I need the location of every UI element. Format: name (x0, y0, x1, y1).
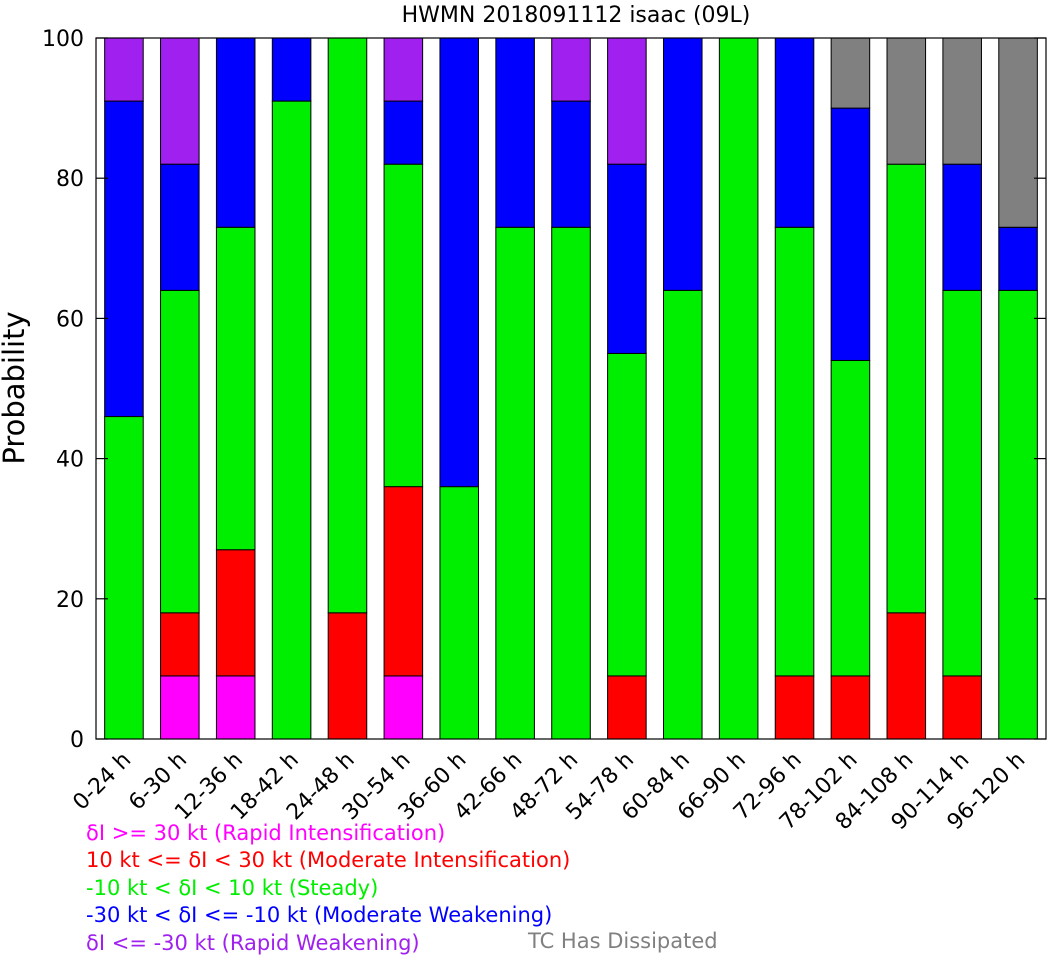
bar-42-66-h-series-3 (495, 37, 535, 228)
bar-78-102-h-series-3 (830, 107, 871, 361)
legend-entry-moderate-weakening: -30 kt < δI <= -10 kt (Moderate Weakenin… (86, 903, 553, 928)
bar-18-42-h-series-2 (271, 100, 312, 740)
bar-90-114-h-series-5 (942, 37, 982, 165)
legend-entry-dissipated: TC Has Dissipated (528, 929, 718, 953)
x-tick-label: 0-24 h (68, 748, 136, 816)
bar-90-114-h-series-1 (942, 675, 982, 740)
bar-96-120-h-series-3 (998, 226, 1038, 291)
bar-36-60-h-series-2 (439, 486, 480, 740)
bar-60-84-h-series-2 (662, 289, 703, 740)
bar-30-54-h-series-4 (383, 37, 424, 102)
bar-6-30-h-series-2 (160, 289, 200, 614)
bar-12-36-h-series-2 (215, 226, 256, 551)
bar-72-96-h-series-3 (774, 37, 815, 228)
bar-78-102-h-series-1 (830, 675, 871, 740)
bar-12-36-h-series-3 (215, 37, 256, 228)
y-tick-label: 100 (42, 27, 84, 52)
legend-entry-moderate-intensification: 10 kt <= δI < 30 kt (Moderate Intensific… (86, 848, 571, 873)
bar-54-78-h-series-1 (607, 675, 647, 740)
bar-54-78-h-series-2 (607, 352, 647, 677)
chart-title: HWMN 2018091112 isaac (09L) (402, 3, 751, 28)
bar-72-96-h-series-1 (774, 675, 815, 740)
bar-96-120-h-series-2 (998, 289, 1038, 740)
legend-entry-steady: -10 kt < δI < 10 kt (Steady) (86, 875, 379, 900)
bar-30-54-h-series-2 (383, 163, 424, 488)
bar-48-72-h-series-2 (551, 226, 591, 740)
y-tick-label: 80 (56, 167, 84, 192)
bar-90-114-h-series-3 (942, 163, 982, 291)
bar-6-30-h-series-4 (160, 37, 200, 165)
bar-54-78-h-series-3 (607, 163, 647, 354)
bar-90-114-h-series-2 (942, 289, 982, 677)
y-axis-label: Probability (0, 311, 31, 464)
legend: δI >= 30 kt (Rapid Intensification) 10 k… (86, 820, 570, 957)
bar-78-102-h-series-2 (830, 359, 871, 677)
bar-66-90-h-series-2 (718, 37, 759, 740)
bar-12-36-h-series-1 (215, 549, 256, 677)
bar-6-30-h-series-1 (160, 612, 200, 677)
bar-42-66-h-series-2 (495, 226, 535, 740)
y-tick-label: 20 (56, 588, 84, 613)
bar-18-42-h-series-3 (271, 37, 312, 102)
bar-30-54-h-series-3 (383, 100, 424, 165)
bar-0-24-h-series-3 (104, 100, 144, 418)
bar-6-30-h-series-0 (160, 675, 200, 740)
bar-24-48-h-series-2 (327, 37, 368, 614)
bar-54-78-h-series-4 (607, 37, 647, 165)
bar-0-24-h-series-4 (104, 37, 144, 102)
bar-48-72-h-series-3 (551, 100, 591, 228)
bar-0-24-h-series-2 (104, 416, 144, 740)
legend-entry-rapid-intensification: δI >= 30 kt (Rapid Intensification) (86, 821, 446, 845)
bar-96-120-h-series-5 (998, 37, 1038, 228)
bar-layer (104, 37, 1038, 740)
bar-84-108-h-series-2 (886, 163, 927, 614)
bar-72-96-h-series-2 (774, 226, 815, 677)
bar-36-60-h-series-3 (439, 37, 480, 488)
bar-84-108-h-series-5 (886, 37, 927, 165)
bar-84-108-h-series-1 (886, 612, 927, 740)
bar-30-54-h-series-0 (383, 675, 424, 740)
bar-48-72-h-series-4 (551, 37, 591, 102)
bar-12-36-h-series-0 (215, 675, 256, 740)
y-tick-label: 40 (56, 448, 84, 473)
bar-24-48-h-series-1 (327, 612, 368, 740)
plot-frame (95, 37, 1047, 740)
legend-entry-rapid-weakening: δI <= -30 kt (Rapid Weakening) (86, 930, 420, 955)
bar-60-84-h-series-3 (662, 37, 703, 291)
bar-30-54-h-series-1 (383, 486, 424, 677)
y-tick-label: 0 (70, 728, 84, 753)
y-tick-label: 60 (56, 307, 84, 332)
bar-78-102-h-series-5 (830, 37, 871, 109)
bar-6-30-h-series-3 (160, 163, 200, 291)
